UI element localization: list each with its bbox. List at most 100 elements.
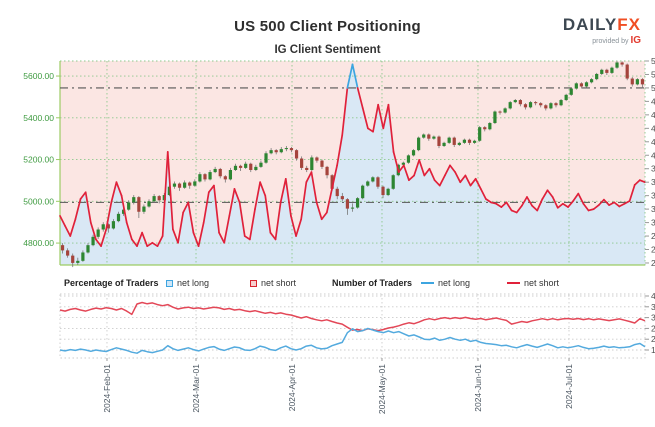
pct-line-segment	[613, 201, 621, 208]
pct-line-segment	[74, 198, 82, 221]
pct-line-segment	[166, 151, 174, 231]
pct-line-segment	[233, 188, 241, 204]
legend-num-net-short: net short	[507, 277, 559, 289]
pct-axis-label: 32%	[651, 204, 655, 214]
pct-line-segment	[177, 211, 185, 244]
pct-line-segment	[479, 188, 487, 200]
pct-line-segment	[608, 201, 616, 206]
pct-line-segment	[562, 202, 569, 208]
pct-line-segment	[95, 238, 102, 247]
pct-line-segment	[84, 191, 92, 224]
pct-line-segment	[454, 171, 462, 184]
pct-axis-label: 40%	[651, 150, 655, 160]
pct-line-segment	[79, 191, 87, 200]
pct-line-segment	[218, 231, 226, 244]
pct-line-segment	[582, 202, 590, 212]
pct-axis-label: 44%	[651, 123, 655, 133]
legend-percentage-of-traders: Percentage of Traders	[64, 278, 159, 288]
candles-layer	[60, 61, 645, 268]
pct-line-segment	[474, 177, 482, 190]
net-long-line-icon	[421, 282, 434, 284]
pct-axis-label: 38%	[651, 164, 655, 174]
provided-by-ig: provided by IG	[592, 35, 641, 46]
legend-pct-net-long: net long	[166, 277, 209, 289]
pct-line-segment	[284, 177, 292, 217]
pct-line-segment	[572, 192, 580, 202]
pct-line-segment	[633, 179, 641, 186]
pct-line-segment	[269, 231, 277, 241]
pct-line-segment	[418, 159, 426, 177]
net-short-swatch-icon	[250, 279, 257, 287]
pct-line-segment	[223, 215, 231, 244]
pct-line-segment	[402, 164, 410, 182]
pct-line-segment	[361, 107, 369, 130]
pct-line-segment	[69, 218, 77, 237]
pct-line-segment	[413, 159, 421, 177]
pct-line-segment	[243, 235, 251, 241]
pct-line-segment	[172, 228, 179, 244]
pct-axis-label: 46%	[651, 110, 655, 120]
count-axis-label: 2000	[651, 334, 655, 344]
count-axis-label: 4000	[651, 291, 655, 301]
pct-line-segment	[315, 201, 323, 221]
pct-line-segment	[254, 181, 261, 210]
pct-line-segment	[310, 171, 318, 204]
pct-line-segment	[510, 209, 518, 214]
pct-line-segment	[438, 174, 446, 187]
pct-line-segment	[249, 208, 256, 241]
pct-line-segment	[202, 191, 210, 224]
pct-line-segment	[295, 218, 303, 237]
pct-line-segment	[449, 164, 456, 173]
pct-line-segment	[141, 231, 149, 247]
pct-line-segment	[397, 164, 405, 173]
pct-line-segment	[115, 181, 123, 197]
pct-line-segment	[459, 174, 467, 184]
pct-line-segment	[351, 63, 359, 89]
pct-line-segment	[207, 184, 215, 194]
price-axis-label: 5200.00	[23, 155, 54, 165]
pct-line-segment	[238, 201, 246, 237]
traders-net-short-line	[59, 301, 646, 332]
pct-axis-label: 50%	[651, 83, 655, 93]
pct-axis-label: 28%	[651, 231, 655, 241]
pct-line-segment	[356, 87, 364, 109]
pct-line-segment	[387, 103, 395, 153]
pct-line-segment	[526, 196, 533, 207]
pct-axis-label: 42%	[651, 137, 655, 147]
pct-line-segment	[264, 194, 272, 234]
pct-line-segment	[597, 198, 605, 206]
net-short-line-icon	[507, 282, 520, 284]
pct-line-segment	[346, 63, 354, 89]
pct-line-segment	[89, 221, 97, 241]
pct-line-segment	[279, 177, 287, 204]
pct-line-segment	[556, 202, 564, 209]
pct-line-segment	[130, 238, 138, 247]
pct-line-segment	[187, 201, 195, 234]
pct-line-segment	[623, 200, 631, 205]
dailyfx-logo[interactable]: DAILYFX provided by IG	[563, 16, 641, 46]
traders-net-long-line	[59, 327, 646, 354]
pct-axis-label: 34%	[651, 191, 655, 201]
pct-line-segment	[125, 221, 133, 241]
pct-line-segment	[505, 201, 513, 212]
pct-line-segment	[469, 177, 477, 187]
pct-line-segment	[259, 181, 267, 197]
pct-line-segment	[325, 188, 333, 214]
pct-line-segment	[305, 171, 313, 184]
pct-line-segment	[567, 200, 575, 208]
date-axis-label: 2024-May-01	[377, 364, 387, 414]
pct-line-segment	[546, 189, 554, 198]
pct-line-segment	[105, 201, 113, 231]
pct-axis-label: 36%	[651, 177, 655, 187]
count-axis-label: 1500	[651, 345, 655, 355]
pct-line-segment	[536, 198, 544, 212]
pct-line-segment	[392, 151, 400, 173]
pct-line-segment	[161, 151, 169, 237]
pct-line-segment	[433, 179, 441, 187]
pct-line-segment	[213, 184, 220, 234]
pct-axis-label: 24%	[651, 258, 655, 268]
pct-line-segment	[100, 228, 108, 247]
pct-line-segment	[520, 196, 528, 207]
date-axis-label: 2024-Feb-01	[102, 364, 112, 413]
pct-axis-label: 52%	[651, 69, 655, 79]
